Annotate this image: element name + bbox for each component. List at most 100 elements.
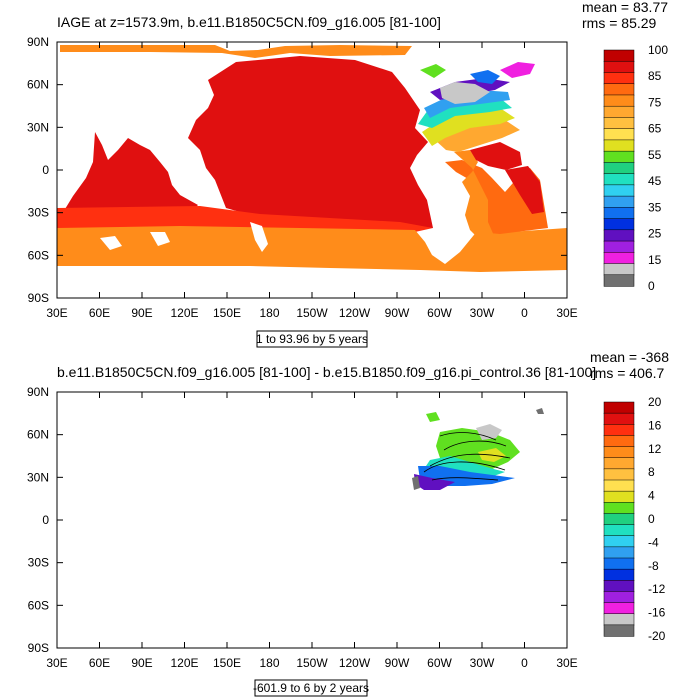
bottom-colorbar-swatch <box>603 557 635 570</box>
bottom-colorbar: 20 16 12 8 4 0 -4 -8 -12 -16 -20 <box>603 395 666 643</box>
bottom-y-tick-label: 30N <box>27 470 49 484</box>
atlantic-anomaly-violet <box>414 474 455 490</box>
bottom-x-tick-label: 30W <box>470 656 495 670</box>
bottom-colorbar-swatch <box>603 535 635 548</box>
bottom-colorbar-swatch <box>603 446 635 459</box>
top-x-tick-label: 30E <box>556 306 577 320</box>
bottom-y-tick-label: 60N <box>27 428 49 442</box>
top-x-tick-label: 90W <box>385 306 410 320</box>
bottom-colorbar-label: 4 <box>648 489 655 503</box>
top-y-tick-label: 0 <box>42 163 49 177</box>
nordic-seas-magenta <box>500 62 535 78</box>
bottom-y-axis: 90N 60N 30N 0 30S 60S 90S <box>27 385 567 655</box>
top-y-tick-label: 30N <box>27 120 49 134</box>
bottom-colorbar-swatch <box>603 580 635 593</box>
top-x-tick-label: 30E <box>46 306 67 320</box>
top-x-tick-label: 180 <box>259 306 279 320</box>
bottom-x-tick-label: 150W <box>296 656 328 670</box>
arctic-ocean-field <box>60 45 412 58</box>
bottom-colorbar-label: -16 <box>648 606 666 620</box>
bottom-field-map <box>412 408 544 490</box>
top-x-tick-label: 150E <box>213 306 241 320</box>
bottom-y-tick-label: 90N <box>27 385 49 399</box>
bottom-y-tick-label: 0 <box>42 513 49 527</box>
top-colorbar-swatch <box>603 274 635 287</box>
top-colorbar-label: 85 <box>648 69 662 83</box>
bottom-x-tick-label: 90W <box>385 656 410 670</box>
top-colorbar-swatch <box>603 49 635 62</box>
bottom-x-tick-label: 60W <box>427 656 452 670</box>
north-atlantic-warm <box>435 120 520 152</box>
top-colorbar-swatch <box>603 263 635 276</box>
top-colorbar-label: 25 <box>648 227 662 241</box>
bottom-colorbar-swatch <box>603 435 635 448</box>
top-colorbar-swatch <box>603 240 635 253</box>
bottom-colorbar-swatch <box>603 468 635 481</box>
top-x-axis: 30E 60E 90E 120E 150E 180 150W 120W 90W 60W 30W 0 30… <box>46 42 578 320</box>
new-zealand-gap <box>250 222 268 252</box>
top-y-axis: 90N 60N 30N 0 30S 60S 90S <box>27 35 567 305</box>
top-y-tick-label: 90N <box>27 35 49 49</box>
top-colorbar-label: 55 <box>648 148 662 162</box>
top-colorbar-swatch <box>603 83 635 96</box>
equatorial-atlantic-field <box>470 142 522 170</box>
bottom-x-tick-label: 30E <box>556 656 577 670</box>
bottom-colorbar-swatch <box>603 401 635 414</box>
south-pacific-rise-gap <box>150 232 170 246</box>
bottom-y-tick-label: 60S <box>28 598 49 612</box>
bottom-x-tick-label: 90E <box>131 656 152 670</box>
bottom-colorbar-swatch <box>603 513 635 526</box>
top-y-tick-label: 60S <box>28 248 49 262</box>
bottom-x-tick-label: 60E <box>89 656 110 670</box>
top-colorbar-label: 0 <box>648 279 655 293</box>
bottom-colorbar-label: 12 <box>648 442 662 456</box>
top-mean-text: mean = 83.77 <box>582 0 668 15</box>
top-colorbar-swatch <box>603 207 635 220</box>
bottom-colorbar-swatch <box>603 624 635 637</box>
barents-blue <box>470 70 500 84</box>
top-colorbar-swatch <box>603 105 635 119</box>
north-atlantic-blue <box>424 90 510 118</box>
bottom-y-tick-label: 90S <box>28 641 49 655</box>
bottom-x-tick-label: 30E <box>46 656 67 670</box>
top-colorbar-label: 35 <box>648 200 662 214</box>
top-colorbar-swatch <box>603 184 635 197</box>
bottom-colorbar-swatch <box>603 502 635 515</box>
top-colorbar-swatch <box>603 218 635 231</box>
bottom-colorbar-label: -4 <box>648 535 659 549</box>
top-field-map <box>57 45 567 272</box>
southern-ocean-red-band <box>57 206 433 232</box>
top-colorbar-swatch <box>603 162 635 175</box>
bottom-colorbar-swatch <box>603 524 635 537</box>
top-x-tick-label: 60W <box>427 306 452 320</box>
gulf-coast-grey <box>412 476 420 490</box>
bottom-colorbar-label: -20 <box>648 629 666 643</box>
bottom-colorbar-swatch <box>603 479 635 492</box>
bottom-colorbar-swatch <box>603 490 635 503</box>
nordic-anomaly-grey <box>476 424 502 440</box>
top-colorbar: 100 85 75 65 55 45 35 25 15 0 <box>603 43 668 293</box>
top-colorbar-swatch <box>603 94 635 107</box>
fram-strait-marker <box>536 408 544 414</box>
top-x-tick-label: 0 <box>521 306 528 320</box>
bottom-rms-text: rms = 406.7 <box>590 365 665 381</box>
norwegian-green <box>420 64 446 78</box>
top-panel-title: IAGE at z=1573.9m, b.e11.B1850C5CN.f09_g… <box>57 14 441 30</box>
top-y-tick-label: 90S <box>28 291 49 305</box>
anomaly-contour-lines <box>423 432 511 481</box>
indian-ocean-field <box>62 132 198 216</box>
bottom-panel: b.e11.B1850C5CN.f09_g16.005 [81-100] - b… <box>27 349 669 697</box>
bottom-colorbar-label: 16 <box>648 418 662 432</box>
top-colorbar-swatch <box>603 72 635 85</box>
madagascar-gap <box>100 236 122 250</box>
bottom-x-tick-label: 0 <box>521 656 528 670</box>
top-y-tick-label: 30S <box>28 206 49 220</box>
top-x-tick-label: 150W <box>296 306 328 320</box>
top-rms-text: rms = 85.29 <box>582 15 657 31</box>
top-colorbar-swatch <box>603 195 635 208</box>
top-colorbar-label: 75 <box>648 95 662 109</box>
top-colorbar-swatch <box>603 60 635 74</box>
south-atlantic-west <box>454 150 495 240</box>
top-colorbar-swatch <box>603 128 635 141</box>
bottom-colorbar-label: 20 <box>648 395 662 409</box>
